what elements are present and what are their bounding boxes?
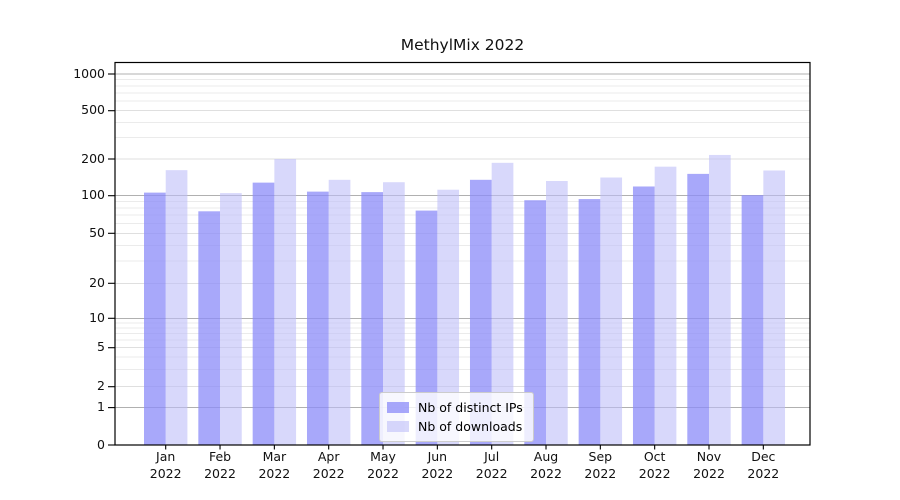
legend: Nb of distinct IPs Nb of downloads [379, 392, 534, 442]
x-tick-label-feb: Feb 2022 [204, 449, 236, 481]
bar-downloads-sep [600, 177, 623, 445]
x-tick-label-jul: Jul 2022 [475, 449, 508, 481]
bar-distinct-ips-sep [578, 199, 601, 445]
legend-label-distinct-ips: Nb of distinct IPs [418, 400, 523, 415]
bar-distinct-ips-aug [524, 200, 547, 445]
bar-distinct-ips-nov [687, 173, 709, 445]
y-tick-label-50: 50 [89, 224, 105, 240]
legend-label-downloads: Nb of downloads [418, 419, 523, 434]
bar-distinct-ips-may [361, 192, 384, 445]
bar-distinct-ips-mar [252, 182, 275, 445]
plot-frame [114, 61, 811, 446]
y-tick-label-500: 500 [81, 102, 105, 118]
bar-distinct-ips-dec [741, 195, 764, 445]
bar-distinct-ips-jun [415, 210, 438, 445]
legend-item-distinct-ips: Nb of distinct IPs [387, 398, 523, 417]
y-tick-label-0: 0 [97, 436, 105, 452]
x-tick-label-jun: Jun 2022 [421, 449, 454, 481]
x-tick-label-dec: Dec 2022 [747, 449, 780, 481]
bar-distinct-ips-apr [306, 191, 329, 445]
bar-downloads-jul [491, 162, 514, 445]
plot-border [114, 61, 811, 446]
y-tick-label-1000: 1000 [73, 65, 105, 81]
x-tick-label-may: May 2022 [367, 449, 399, 481]
bar-downloads-jan [165, 170, 188, 445]
y-tick-label-2: 2 [97, 378, 105, 394]
x-tick-label-mar: Mar 2022 [258, 449, 291, 481]
legend-item-downloads: Nb of downloads [387, 417, 523, 436]
bars [144, 154, 786, 446]
bar-downloads-oct [654, 166, 677, 446]
y-tick-label-20: 20 [89, 274, 105, 290]
legend-swatch-distinct-ips [387, 402, 409, 413]
y-tick-label-100: 100 [81, 187, 105, 203]
axis-ticks [108, 73, 764, 450]
x-tick-label-aug: Aug 2022 [530, 449, 562, 481]
bar-downloads-jun [437, 189, 460, 445]
bar-downloads-may [383, 182, 405, 446]
x-tick-label-oct: Oct 2022 [638, 449, 671, 481]
bar-downloads-feb [220, 193, 242, 445]
y-tick-label-5: 5 [97, 339, 105, 355]
bar-downloads-mar [274, 159, 297, 445]
bar-distinct-ips-feb [198, 211, 221, 445]
y-tick-label-200: 200 [81, 150, 105, 166]
x-tick-label-nov: Nov 2022 [693, 449, 725, 481]
bar-distinct-ips-jul [469, 179, 492, 445]
y-tick-label-1: 1 [97, 399, 105, 415]
bar-distinct-ips-jan [144, 192, 166, 445]
bar-downloads-aug [546, 181, 568, 446]
bar-downloads-nov [709, 154, 731, 446]
x-tick-label-sep: Sep 2022 [584, 449, 617, 481]
x-tick-label-apr: Apr 2022 [312, 449, 345, 481]
x-tick-label-jan: Jan 2022 [149, 449, 182, 481]
legend-swatch-downloads [387, 421, 409, 432]
bar-downloads-dec [763, 170, 786, 446]
bar-distinct-ips-oct [632, 186, 655, 445]
y-tick-label-10: 10 [89, 309, 105, 325]
chart-title: MethylMix 2022 [400, 36, 525, 54]
bar-downloads-apr [328, 179, 351, 445]
